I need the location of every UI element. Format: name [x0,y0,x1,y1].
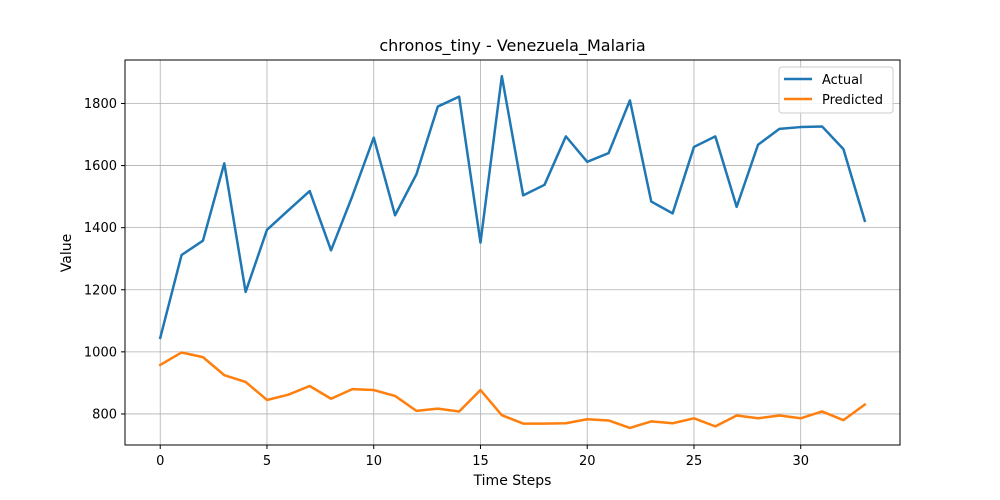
x-tick-label: 0 [156,454,164,469]
legend-label-predicted: Predicted [822,93,883,108]
x-tick-label: 30 [792,454,809,469]
x-tick-label: 10 [365,454,382,469]
grid [125,60,900,445]
x-tick-label: 20 [579,454,596,469]
y-tick-label: 1000 [84,345,117,360]
y-ticks: 800 1000 1200 1400 1600 1800 [84,97,125,422]
y-tick-label: 1200 [84,283,117,298]
y-tick-label: 1600 [84,159,117,174]
series-line-actual [158,74,867,340]
x-ticks: 0 5 10 15 20 25 30 [156,445,809,469]
y-tick-label: 1800 [84,97,117,112]
plot-area [125,60,900,445]
y-tick-label: 1400 [84,221,117,236]
x-tick-label: 15 [472,454,489,469]
legend: Actual Predicted [778,66,894,114]
x-axis-label: Time Steps [473,473,552,489]
chart-title: chronos_tiny - Venezuela_Malaria [379,36,645,56]
series-line-predicted [158,351,867,430]
legend-label-actual: Actual [822,73,863,88]
y-axis-label: Value [59,234,75,272]
plot-frame [124,59,901,446]
x-tick-label: 5 [263,454,271,469]
x-tick-label: 25 [686,454,703,469]
y-tick-label: 800 [92,407,117,422]
series-group [158,74,867,430]
